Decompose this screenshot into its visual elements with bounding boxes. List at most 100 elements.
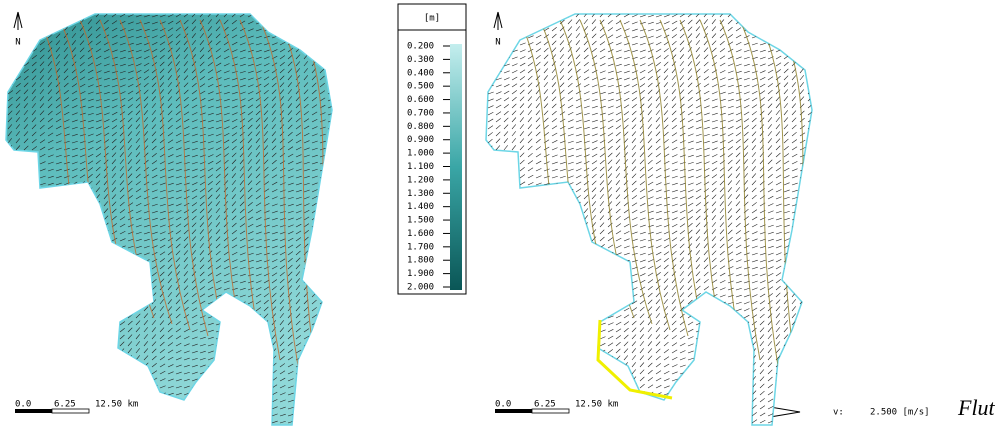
- velocity-vector: [512, 334, 516, 339]
- velocity-vector: [56, 190, 62, 192]
- velocity-vector: [504, 335, 508, 339]
- velocity-vector: [336, 244, 340, 248]
- velocity-vector: [536, 313, 540, 318]
- velocity-vector: [728, 336, 733, 339]
- velocity-vector: [312, 351, 318, 353]
- velocity-vector: [56, 7, 61, 10]
- velocity-vector: [8, 174, 12, 178]
- velocity-vector: [120, 412, 125, 416]
- velocity-vector: [488, 223, 493, 227]
- velocity-vector: [120, 301, 125, 304]
- velocity-vector: [744, 376, 748, 381]
- velocity-vector: [760, 29, 766, 31]
- velocity-vector: [776, 36, 782, 38]
- velocity-vector: [488, 202, 492, 206]
- velocity-vector: [80, 236, 84, 241]
- velocity-vector: [16, 232, 22, 234]
- velocity-vector: [32, 313, 36, 318]
- velocity-vector: [0, 43, 6, 45]
- velocity-vector: [488, 309, 494, 311]
- velocity-vector: [24, 182, 29, 185]
- velocity-arrow: [770, 407, 800, 417]
- velocity-vector: [576, 229, 580, 234]
- velocity-vector: [544, 357, 549, 360]
- velocity-vector: [288, 28, 293, 31]
- velocity-vector: [544, 190, 550, 192]
- velocity-vector: [488, 245, 493, 248]
- velocity-vector: [312, 257, 316, 262]
- velocity-vector: [232, 383, 236, 388]
- velocity-vector: [784, 29, 790, 31]
- velocity-vector: [216, 309, 222, 311]
- velocity-vector: [552, 321, 557, 325]
- velocity-vector: [256, 398, 261, 402]
- velocity-vector: [176, 407, 182, 409]
- velocity-vector: [272, 8, 278, 10]
- velocity-vector: [648, 399, 653, 402]
- velocity-vector: [560, 336, 565, 339]
- velocity-vector: [688, 6, 693, 10]
- velocity-vector: [536, 218, 542, 220]
- velocity-vector: [480, 71, 486, 73]
- velocity-vector: [792, 15, 798, 17]
- velocity-vector: [320, 272, 324, 276]
- velocity-vector: [512, 287, 517, 290]
- velocity-vector: [480, 323, 486, 325]
- velocity-vector: [8, 391, 13, 395]
- velocity-vector: [208, 371, 213, 374]
- velocity-vector: [48, 211, 53, 213]
- velocity-vector: [520, 239, 526, 241]
- velocity-vector: [488, 322, 493, 325]
- velocity-vector: [784, 378, 789, 381]
- velocity-vector: [304, 379, 310, 381]
- velocity-vector: [304, 386, 310, 388]
- velocity-vector: [48, 244, 53, 248]
- velocity-vector: [776, 29, 782, 31]
- velocity-vector: [208, 391, 213, 395]
- velocity-vector: [792, 238, 797, 241]
- velocity-vector: [488, 260, 494, 262]
- velocity-vector: [304, 14, 309, 17]
- velocity-vector: [576, 257, 580, 262]
- velocity-vector: [312, 33, 316, 38]
- velocity-vector: [712, 378, 717, 381]
- velocity-vector: [480, 180, 484, 185]
- velocity-vector: [72, 222, 76, 227]
- velocity-vector: [488, 419, 492, 423]
- velocity-vector: [256, 341, 260, 346]
- velocity-vector: [728, 397, 732, 402]
- velocity-vector: [496, 209, 501, 213]
- velocity-vector: [600, 252, 605, 255]
- velocity-vector: [568, 6, 572, 10]
- scale-mid: 6.25: [54, 400, 76, 410]
- velocity-vector: [600, 5, 604, 10]
- velocity-vector: [776, 392, 781, 395]
- velocity-vector: [0, 301, 5, 304]
- velocity-vector: [240, 309, 245, 311]
- velocity-vector: [136, 413, 141, 416]
- velocity-vector: [664, 8, 670, 10]
- velocity-vector: [96, 357, 101, 360]
- velocity-vector: [528, 293, 532, 297]
- velocity-vector: [40, 231, 45, 234]
- velocity-vector: [136, 384, 141, 388]
- velocity-vector: [712, 384, 717, 388]
- velocity-vector: [320, 264, 324, 269]
- velocity-vector: [680, 400, 686, 402]
- velocity-vector: [776, 399, 781, 402]
- velocity-vector: [24, 334, 28, 339]
- velocity-vector: [616, 369, 620, 374]
- velocity-vector: [304, 372, 310, 374]
- velocity-vector: [512, 36, 518, 38]
- velocity-vector: [0, 174, 4, 178]
- velocity-vector: [80, 294, 85, 297]
- velocity-vector: [504, 420, 509, 423]
- velocity-vector: [24, 175, 29, 178]
- velocity-vector: [304, 407, 310, 409]
- velocity-vector: [24, 218, 30, 220]
- velocity-vector: [496, 195, 500, 199]
- velocity-vector: [744, 369, 748, 374]
- velocity-vector: [568, 209, 573, 213]
- velocity-vector: [320, 372, 326, 374]
- velocity-vector: [624, 274, 630, 276]
